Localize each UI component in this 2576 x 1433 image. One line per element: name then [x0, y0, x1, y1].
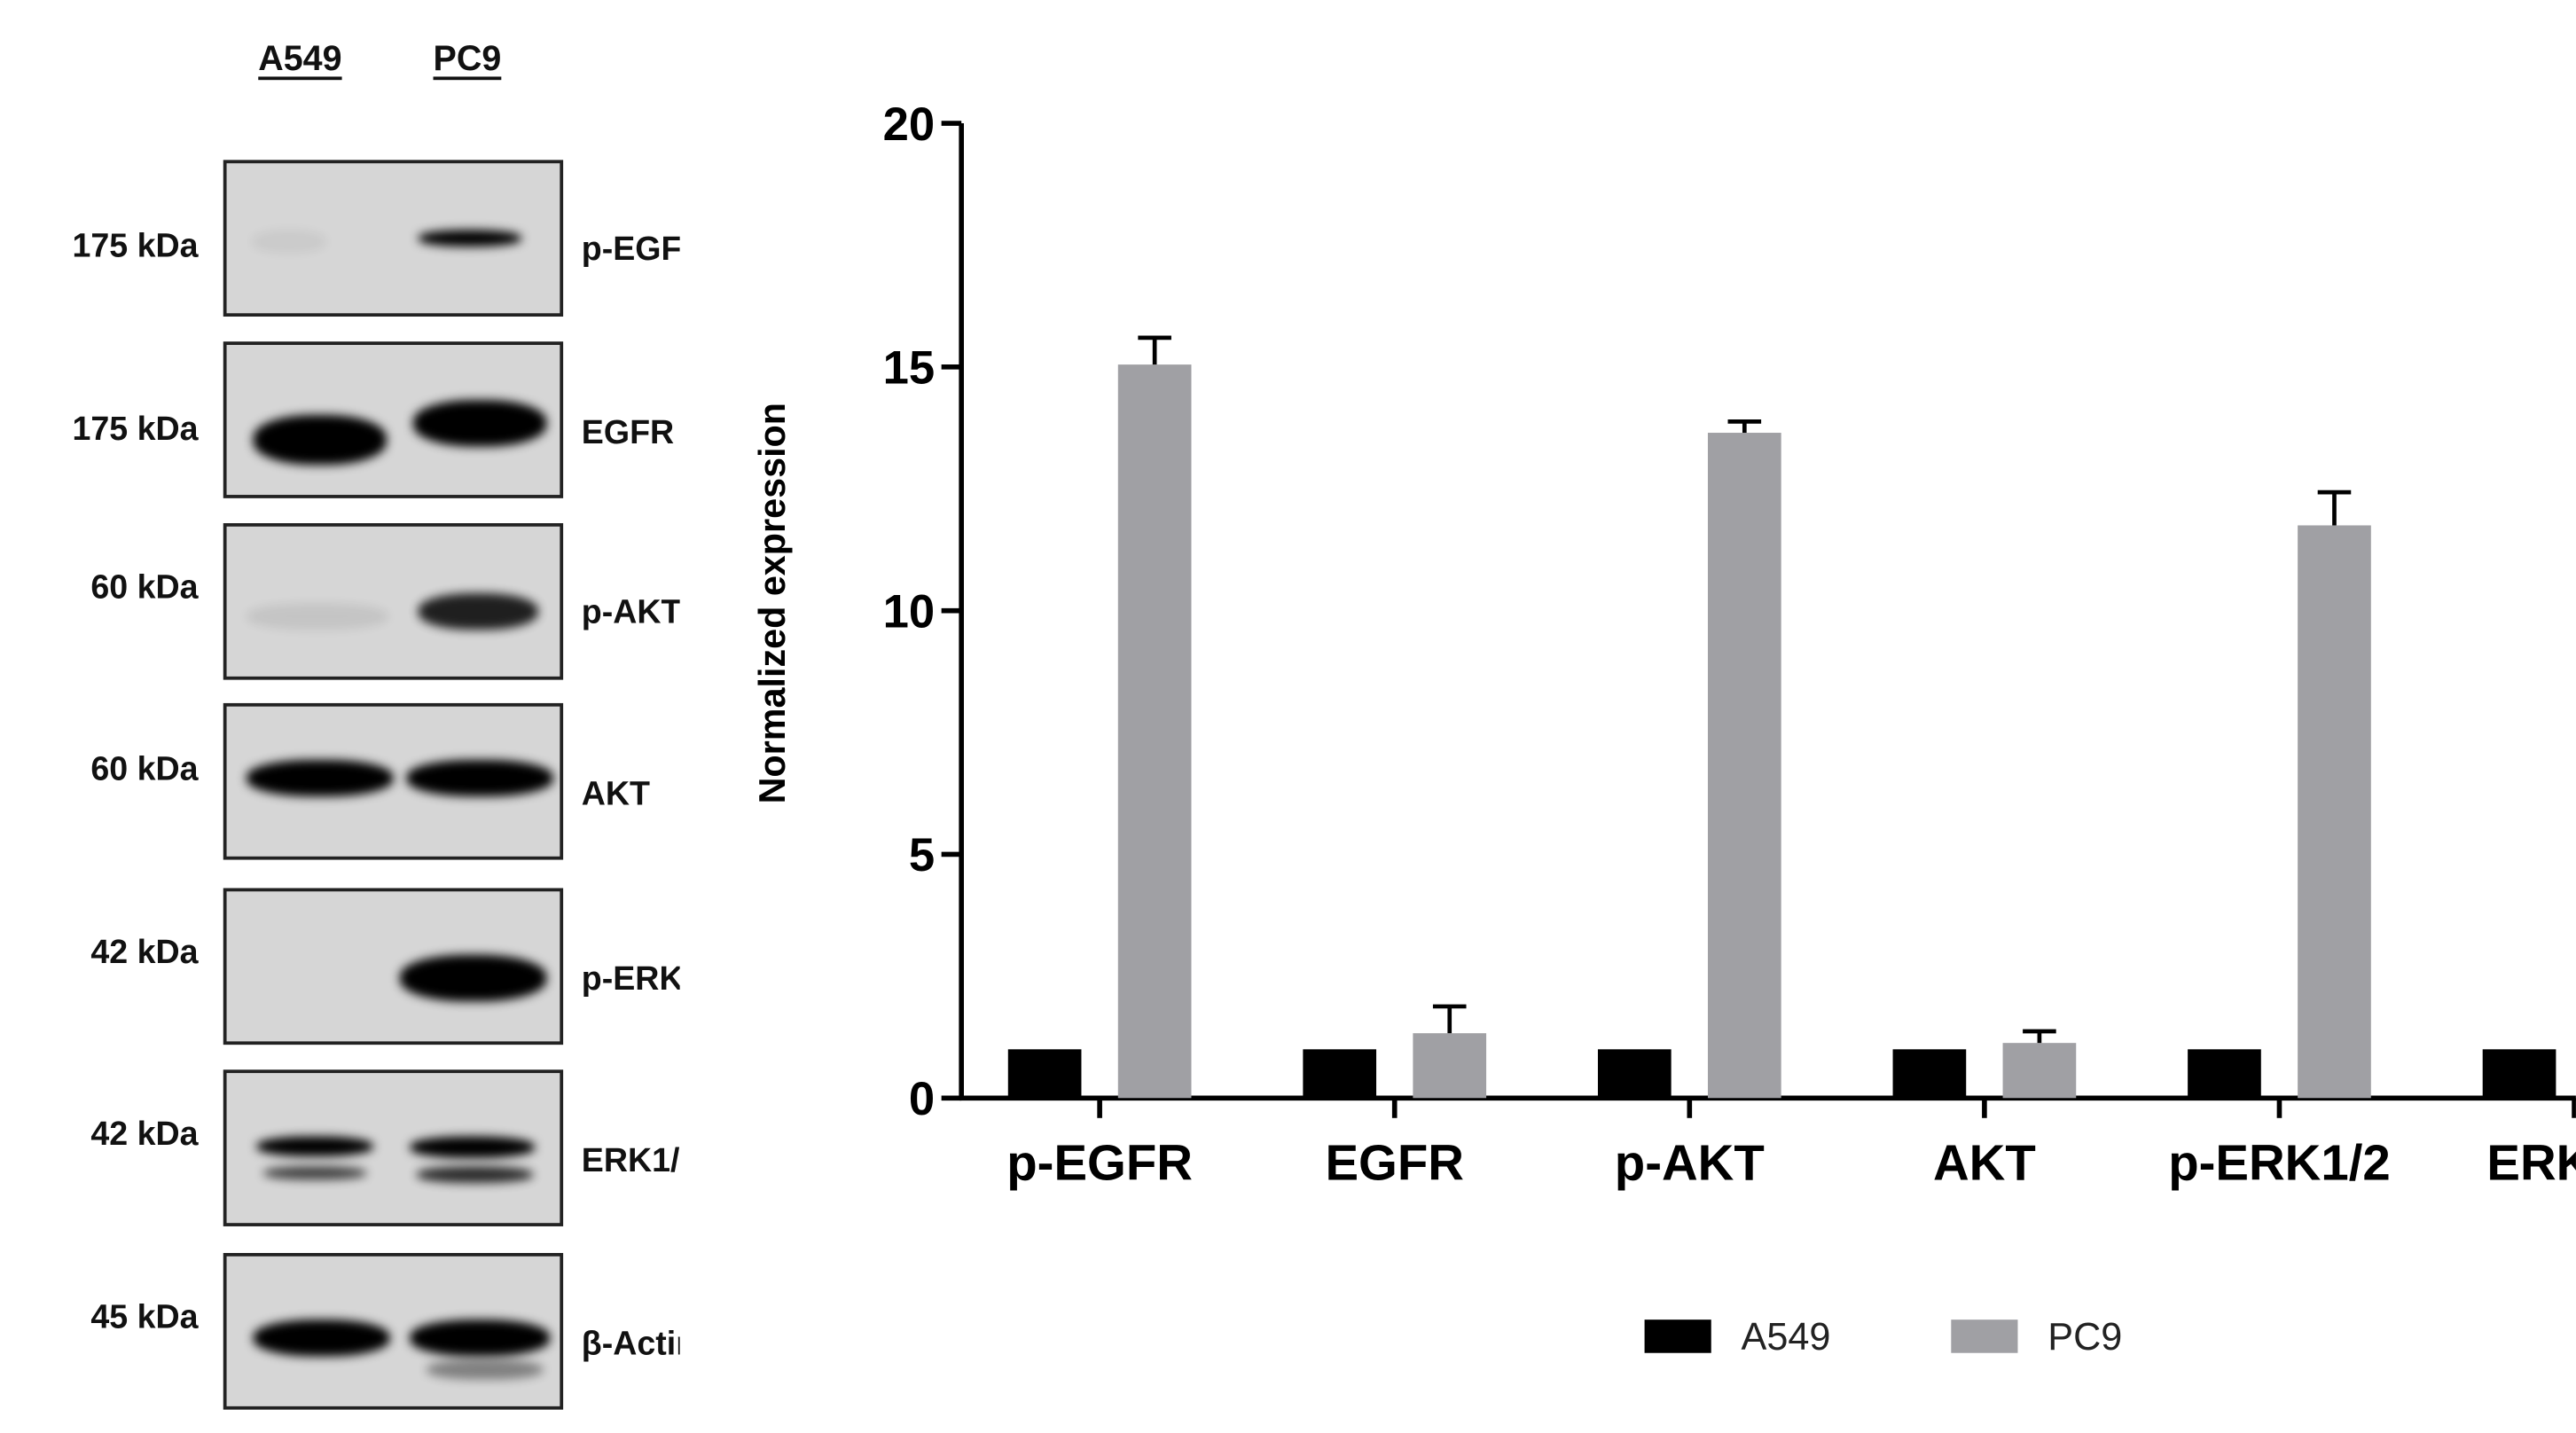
blot-p-egfr [223, 160, 564, 317]
band [410, 1319, 551, 1357]
band [262, 1166, 367, 1180]
band [412, 399, 547, 447]
y-tick-label: 20 [883, 98, 936, 151]
bar-a549-p-akt [1597, 1049, 1672, 1099]
x-tick-label: EGFR [1325, 1134, 1464, 1190]
legend-label-a549: A549 [1742, 1316, 1831, 1359]
protein-label: p-EGFR [581, 231, 680, 269]
band [427, 1359, 544, 1380]
y-tick-label: 5 [909, 829, 935, 881]
band [256, 1136, 373, 1157]
bar-a549-p-egfr [1007, 1049, 1082, 1099]
protein-label: AKT [581, 776, 651, 813]
legend-swatch-a549 [1644, 1319, 1711, 1353]
legend-label-pc9: PC9 [2047, 1316, 2122, 1359]
band [251, 230, 327, 254]
bar-a549-p-erk1-2 [2188, 1049, 2261, 1099]
bar-pc9-akt [2002, 1043, 2077, 1099]
bar-pc9-p-erk1-2 [2298, 525, 2371, 1099]
lane-label-a549: A549 [258, 40, 342, 79]
lane-label-pc9: PC9 [433, 40, 502, 79]
bar-a549-egfr [1303, 1049, 1377, 1099]
kda-label: 42 kDa [90, 1116, 199, 1154]
kda-label: 175 kDa [72, 228, 199, 265]
x-tick-label: ERK1/2 [2486, 1134, 2576, 1190]
blot-egfr [223, 341, 564, 498]
bar-a549-erk1-2 [2482, 1049, 2556, 1099]
protein-label: p-ERK1/2 [581, 961, 680, 998]
band [253, 1319, 390, 1357]
y-tick-label: 15 [883, 342, 936, 395]
protein-label: EGFR [581, 414, 675, 452]
protein-label: β-Actin [581, 1326, 680, 1364]
x-tick-label: p-ERK1/2 [2168, 1134, 2391, 1190]
band [253, 414, 387, 466]
protein-label: p-AKT [581, 594, 680, 632]
protein-label: ERK1/2 [581, 1142, 680, 1180]
y-tick-label: 0 [909, 1073, 935, 1125]
blot-akt [223, 702, 564, 860]
kda-label: 60 kDa [90, 569, 199, 607]
band [399, 954, 547, 1002]
bar-a549-akt [1892, 1049, 1967, 1099]
kda-label: 175 kDa [72, 411, 199, 449]
y-axis-label: Normalized expression [752, 403, 793, 803]
bar-pc9-p-egfr [1117, 364, 1192, 1099]
blot-p-erk [223, 888, 564, 1045]
x-tick-label: AKT [1933, 1134, 2036, 1190]
band [247, 603, 388, 630]
legend-swatch-pc9 [1951, 1319, 2018, 1353]
blot-beta-actin [223, 1253, 564, 1410]
band [418, 230, 522, 247]
y-tick-label: 10 [883, 585, 936, 638]
x-tick-label: p-AKT [1615, 1134, 1765, 1190]
bar-pc9-egfr [1413, 1033, 1487, 1099]
blot-p-akt [223, 523, 564, 680]
kda-label: 42 kDa [90, 935, 199, 972]
band [418, 592, 538, 630]
band [406, 759, 553, 797]
band [410, 1136, 536, 1158]
band [416, 1166, 534, 1184]
kda-label: 60 kDa [90, 751, 199, 788]
blot-erk [223, 1069, 564, 1226]
bar-pc9-p-akt [1707, 433, 1781, 1099]
x-tick-label: p-EGFR [1006, 1134, 1193, 1190]
kda-label: 45 kDa [90, 1299, 199, 1336]
band [247, 759, 394, 797]
